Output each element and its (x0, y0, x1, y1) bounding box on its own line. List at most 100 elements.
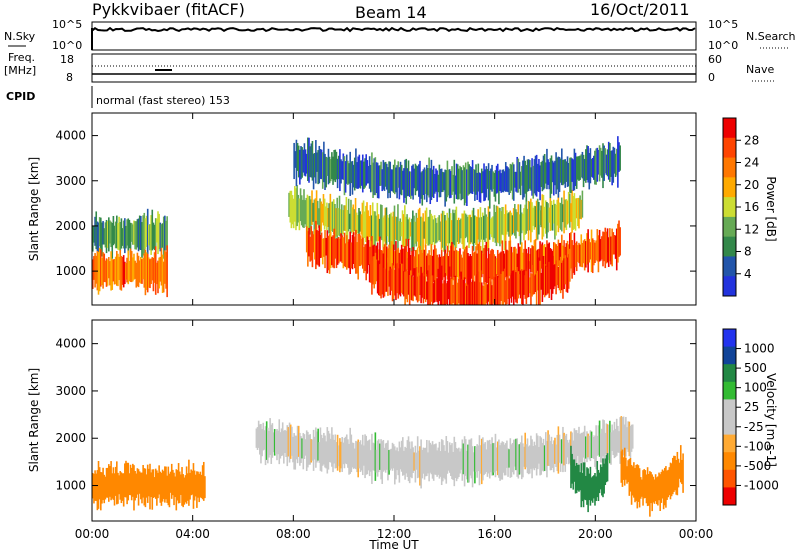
data-cell (394, 269, 396, 296)
data-cell (515, 171, 517, 192)
data-cell (575, 241, 578, 272)
data-cell (330, 201, 333, 232)
data-cell (122, 473, 125, 507)
data-band (92, 245, 168, 298)
data-cell (604, 148, 607, 174)
data-cell (524, 204, 526, 235)
data-cell (415, 452, 418, 470)
data-cell (484, 282, 486, 305)
data-cell (148, 257, 150, 288)
data-cell (518, 214, 521, 237)
data-cell (543, 206, 546, 229)
colorbar-segment (723, 417, 736, 436)
data-cell (548, 434, 551, 467)
data-cell (377, 439, 380, 473)
data-cell (284, 429, 286, 454)
data-cell (343, 232, 346, 267)
data-cell (188, 459, 190, 506)
data-cell (480, 217, 483, 240)
data-cell (103, 474, 106, 504)
data-cell (472, 169, 475, 192)
data-cell (111, 222, 114, 259)
data-cell (573, 459, 576, 482)
data-cell (170, 463, 173, 499)
data-cell (162, 471, 165, 499)
data-cell (563, 159, 565, 184)
data-cell (602, 143, 604, 189)
data-cell (344, 161, 347, 193)
data-cell (448, 169, 451, 199)
data-cell (429, 255, 432, 281)
data-cell (421, 449, 424, 479)
data-cell (580, 199, 583, 220)
data-cell (412, 164, 414, 200)
data-cell (359, 440, 362, 472)
data-cell (316, 152, 318, 172)
data-cell (295, 435, 298, 460)
data-cell (511, 215, 514, 235)
power-marks (92, 136, 621, 305)
data-cell (546, 440, 548, 478)
data-cell (572, 440, 575, 461)
colorbar-tick-label: 100 (744, 381, 767, 395)
data-cell (535, 250, 538, 281)
data-cell (428, 250, 430, 275)
data-cell (659, 474, 661, 511)
data-cell (681, 459, 683, 485)
data-cell (679, 445, 682, 483)
data-cell (124, 463, 126, 498)
data-cell (105, 219, 108, 254)
data-cell (337, 237, 340, 264)
data-cell (293, 142, 295, 180)
data-cell (313, 436, 316, 460)
data-cell (541, 268, 544, 302)
data-cell (503, 171, 506, 191)
data-cell (383, 244, 386, 274)
data-cell (405, 158, 408, 205)
data-cell (408, 247, 411, 279)
data-cell (540, 162, 543, 187)
data-cell (366, 160, 369, 184)
data-cell (336, 434, 339, 471)
data-cell (340, 159, 342, 184)
data-cell (453, 250, 456, 288)
data-cell (390, 268, 393, 291)
data-cell (678, 462, 681, 479)
data-cell (564, 159, 567, 188)
data-cell (117, 472, 119, 504)
data-cell (566, 439, 569, 458)
data-cell (301, 147, 303, 178)
data-cell (578, 156, 580, 181)
data-cell (450, 245, 452, 277)
data-cell (414, 445, 417, 483)
data-cell (313, 153, 316, 178)
data-cell (325, 156, 327, 188)
data-cell (556, 157, 559, 190)
data-cell (164, 215, 166, 261)
data-cell (127, 462, 130, 501)
data-cell (484, 207, 486, 242)
data-cell (663, 467, 666, 506)
data-cell (596, 147, 599, 182)
data-cell (150, 472, 152, 498)
data-cell (502, 442, 505, 473)
data-cell (411, 441, 413, 479)
data-cell (514, 270, 516, 300)
data-cell (333, 228, 335, 269)
data-cell (146, 208, 149, 256)
data-cell (391, 169, 394, 192)
data-cell (463, 249, 466, 281)
data-cell (379, 236, 381, 269)
data-cell (519, 442, 522, 474)
data-cell (544, 200, 547, 234)
data-cell (516, 156, 519, 193)
data-cell (102, 221, 104, 245)
data-cell (590, 477, 593, 501)
data-cell (396, 249, 398, 277)
data-cell (318, 225, 321, 267)
data-cell (460, 254, 462, 285)
data-cell (120, 218, 123, 249)
data-cell (605, 231, 608, 264)
data-cell (534, 239, 537, 278)
data-cell (545, 247, 547, 282)
